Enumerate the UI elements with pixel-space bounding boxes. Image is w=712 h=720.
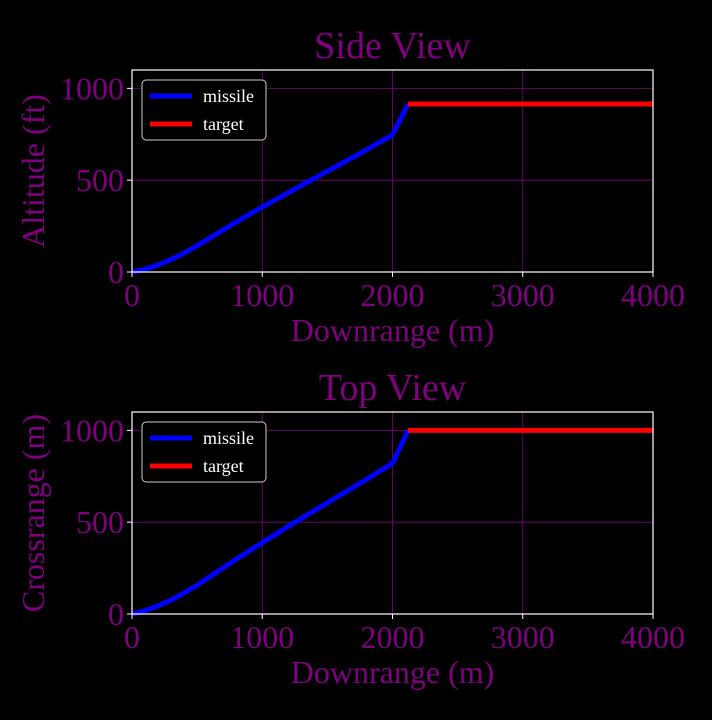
chart-title: Top View [319, 367, 467, 409]
x-tick-label: 1000 [230, 619, 294, 655]
x-tick-label: 0 [124, 619, 140, 655]
legend-label-target: target [203, 114, 244, 134]
legend-label-target: target [203, 456, 244, 476]
y-tick-label: 0 [108, 596, 124, 632]
y-axis-label: Crossrange (m) [15, 414, 51, 612]
x-tick-label: 2000 [361, 619, 425, 655]
x-tick-label: 3000 [491, 619, 555, 655]
y-axis-label: Altitude (ft) [15, 94, 51, 248]
x-axis-label: Downrange (m) [291, 654, 494, 690]
x-tick-label: 4000 [621, 277, 685, 313]
chart-panel-1: 0 1000 2000 3000 4000 0 500 1000 Side View Downra… [15, 25, 685, 348]
x-tick-label: 3000 [491, 277, 555, 313]
x-tick-label: 0 [124, 277, 140, 313]
y-tick-label: 1000 [60, 412, 124, 448]
chart-panel-2: 0 1000 2000 3000 4000 0 500 1000 Top View Downran… [15, 367, 685, 690]
series-line-missile [131, 102, 411, 275]
legend: missile target [141, 79, 267, 141]
y-tick-label: 500 [76, 162, 124, 198]
x-axis-label: Downrange (m) [291, 312, 494, 348]
x-tick-label: 1000 [230, 277, 294, 313]
x-tick-label: 2000 [361, 277, 425, 313]
y-tick-label: 1000 [60, 70, 124, 106]
legend-label-missile: missile [203, 86, 254, 106]
series-line-missile [131, 429, 411, 617]
y-tick-label: 500 [76, 504, 124, 540]
chart-title: Side View [314, 25, 471, 67]
y-tick-label: 0 [108, 254, 124, 290]
legend: missile target [141, 421, 267, 483]
x-tick-label: 4000 [621, 619, 685, 655]
legend-label-missile: missile [203, 428, 254, 448]
